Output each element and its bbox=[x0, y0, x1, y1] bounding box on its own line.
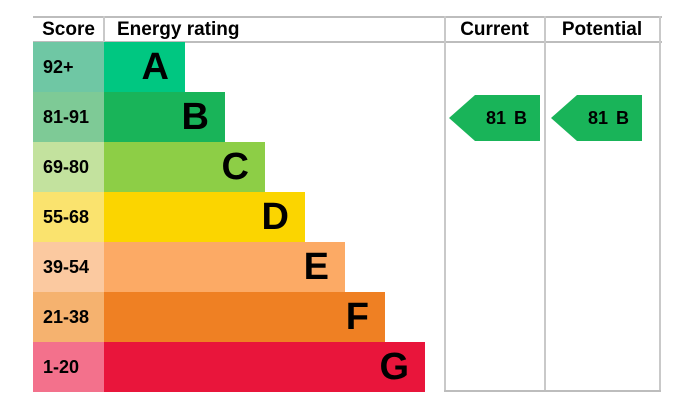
current-rating-value: 81 bbox=[485, 107, 507, 128]
score-range-g: 1-20 bbox=[33, 342, 104, 392]
band-bar-d: D bbox=[104, 192, 305, 242]
band-row-b: 81-91 B bbox=[33, 92, 225, 142]
score-range-e: 39-54 bbox=[33, 242, 104, 292]
score-range-c: 69-80 bbox=[33, 142, 104, 192]
band-row-c: 69-80 C bbox=[33, 142, 265, 192]
header-top-border bbox=[33, 16, 662, 18]
band-bar-g: G bbox=[104, 342, 425, 392]
band-letter-c: C bbox=[221, 146, 249, 188]
score-range-a: 92+ bbox=[33, 42, 104, 92]
band-row-f: 21-38 F bbox=[33, 292, 385, 342]
band-bar-c: C bbox=[104, 142, 265, 192]
current-rating-arrow: 81 B bbox=[449, 95, 540, 141]
band-letter-g: G bbox=[379, 346, 409, 388]
band-row-a: 92+ A bbox=[33, 42, 185, 92]
current-column-divider bbox=[444, 16, 446, 392]
header-bottom-border bbox=[33, 41, 662, 43]
potential-column-header: Potential bbox=[561, 19, 643, 40]
score-range-b: 81-91 bbox=[33, 92, 104, 142]
table-bottom-border bbox=[444, 390, 661, 392]
band-letter-d: D bbox=[261, 196, 289, 238]
current-column-header: Current bbox=[460, 19, 529, 40]
score-column-divider bbox=[103, 16, 105, 43]
band-bar-b: B bbox=[104, 92, 225, 142]
potential-rating-value: 81 bbox=[587, 107, 609, 128]
score-column-header: Score bbox=[42, 19, 95, 40]
band-letter-a: A bbox=[141, 46, 169, 88]
band-bar-a: A bbox=[104, 42, 185, 92]
potential-rating-arrow: 81 B bbox=[551, 95, 642, 141]
potential-column-divider bbox=[544, 16, 546, 392]
band-letter-f: F bbox=[345, 296, 369, 338]
energy-rating-column-header: Energy rating bbox=[117, 19, 240, 40]
band-letter-b: B bbox=[181, 96, 209, 138]
band-letter-e: E bbox=[303, 246, 329, 288]
potential-rating-band: B bbox=[616, 107, 630, 128]
score-range-d: 55-68 bbox=[33, 192, 104, 242]
band-row-g: 1-20 G bbox=[33, 342, 425, 392]
band-bar-f: F bbox=[104, 292, 385, 342]
band-row-d: 55-68 D bbox=[33, 192, 305, 242]
band-row-e: 39-54 E bbox=[33, 242, 345, 292]
current-rating-band: B bbox=[514, 107, 528, 128]
band-bar-e: E bbox=[104, 242, 345, 292]
table-right-border bbox=[659, 16, 661, 392]
score-range-f: 21-38 bbox=[33, 292, 104, 342]
